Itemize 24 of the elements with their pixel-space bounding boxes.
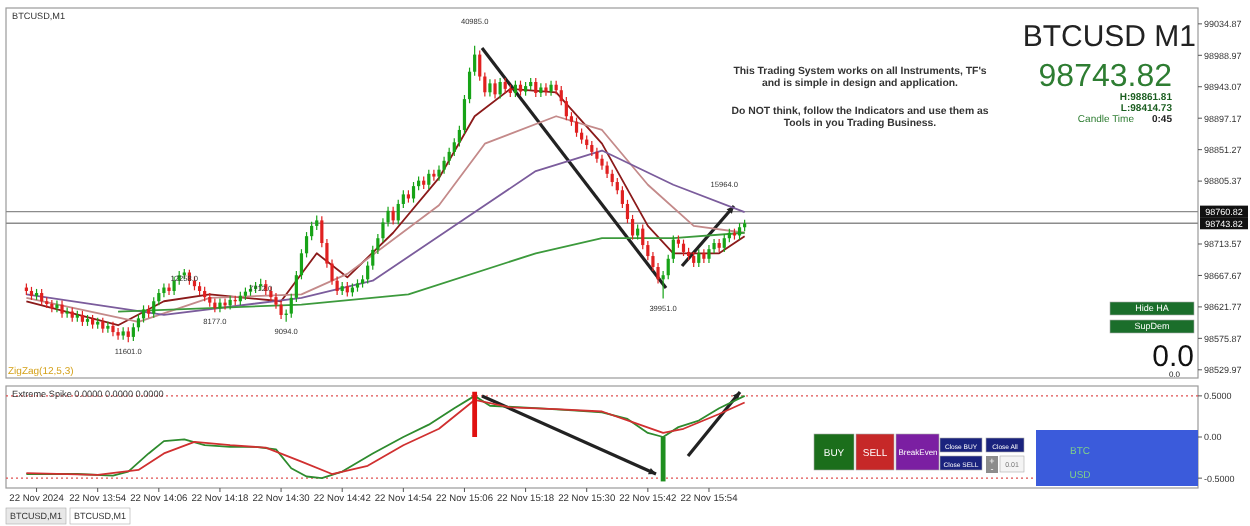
- annotation: BTCUSD M1: [1022, 20, 1196, 54]
- candlestick: [116, 327, 120, 341]
- candlestick: [432, 169, 436, 182]
- candlestick: [544, 82, 548, 97]
- candlestick: [574, 117, 579, 138]
- candlestick: [539, 82, 543, 98]
- annotation: 98743.82: [1038, 60, 1173, 94]
- candlestick: [162, 282, 166, 298]
- candlestick: [167, 282, 171, 296]
- candlestick: [534, 77, 538, 98]
- candlestick: [111, 321, 115, 337]
- candlestick: [605, 160, 609, 179]
- candlestick: [702, 248, 706, 264]
- candlestick: [55, 299, 59, 313]
- line-series: [25, 149, 746, 316]
- line-series: [117, 231, 746, 313]
- candlestick: [427, 169, 431, 190]
- candlestick: [493, 78, 497, 100]
- candlestick: [106, 321, 110, 334]
- candlestick: [152, 296, 156, 319]
- candlestick: [411, 181, 416, 204]
- candlestick: [498, 77, 502, 100]
- candlestick: [218, 297, 222, 313]
- candlestick: [279, 299, 283, 320]
